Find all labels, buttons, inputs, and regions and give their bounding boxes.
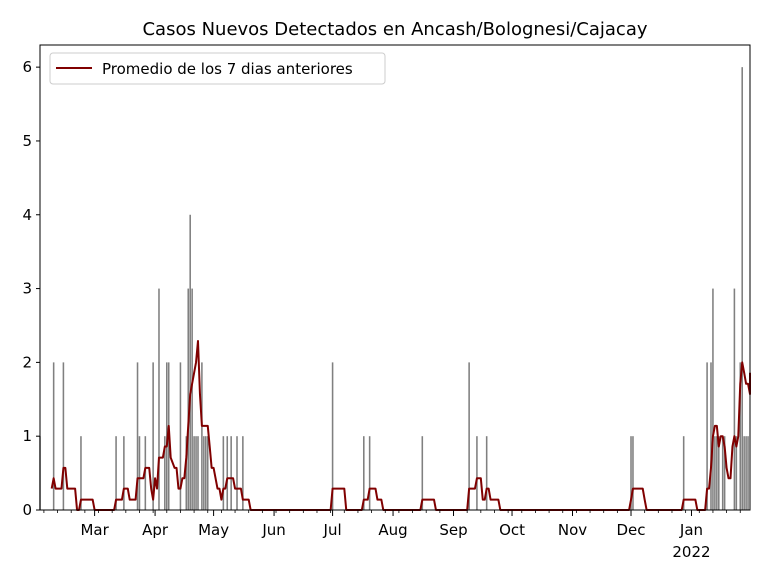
- bar: [203, 436, 205, 510]
- legend-box: [49, 52, 386, 85]
- y-tick-label: 4: [22, 206, 32, 224]
- x-tick-label: May: [198, 521, 229, 539]
- x-tick-label: Oct: [499, 521, 525, 539]
- y-tick-label: 2: [22, 353, 32, 371]
- legend-label: Promedio de los 7 dias anteriores: [102, 60, 353, 78]
- x-tick-label: Nov: [558, 521, 587, 539]
- bar: [185, 436, 188, 510]
- bar: [115, 436, 117, 510]
- bar: [164, 436, 166, 510]
- y-tick-label: 0: [22, 501, 32, 519]
- bar: [158, 288, 160, 510]
- bar: [205, 436, 207, 510]
- bar: [230, 436, 232, 510]
- bar: [226, 436, 229, 510]
- bar: [712, 288, 714, 510]
- x-tick-year-label: 2022: [672, 543, 710, 561]
- bar: [485, 436, 488, 510]
- bar: [706, 362, 708, 510]
- bar: [710, 362, 712, 510]
- bar: [632, 436, 634, 510]
- bar: [716, 436, 718, 510]
- bar: [193, 436, 195, 510]
- bar: [152, 362, 154, 510]
- bar: [733, 288, 736, 510]
- chart-title: Casos Nuevos Detectados en Ancash/Bologn…: [142, 19, 647, 40]
- bars-layer: [39, 67, 749, 511]
- x-tick-label: Dec: [617, 521, 646, 539]
- y-tick-label: 1: [22, 427, 32, 445]
- bar: [630, 436, 632, 510]
- bar: [195, 436, 197, 510]
- x-tick-label: Apr: [142, 521, 169, 539]
- bar: [331, 362, 334, 510]
- bar: [743, 436, 745, 510]
- bar: [123, 436, 125, 510]
- bar: [62, 362, 65, 510]
- bar: [206, 436, 209, 510]
- y-tick-label: 6: [22, 58, 32, 76]
- bar: [197, 436, 199, 510]
- bar: [723, 436, 726, 510]
- bar: [222, 436, 225, 510]
- legend: Promedio de los 7 dias anteriores: [49, 52, 386, 85]
- bar: [714, 436, 716, 510]
- x-tick-label: Sep: [439, 521, 467, 539]
- bar: [718, 436, 720, 510]
- bar: [138, 436, 141, 510]
- bar: [189, 214, 191, 510]
- bar: [187, 288, 190, 510]
- bar: [363, 436, 365, 510]
- axes-layer: 0 1 2 3 4 5 6 Mar Apr May Jun Jul Aug Sep Oct Nov Dec Jan…: [22, 44, 751, 561]
- bar: [368, 436, 371, 510]
- bar: [721, 436, 724, 510]
- x-tick-label: Mar: [80, 521, 109, 539]
- x-tick-label: Jun: [261, 521, 285, 539]
- bar: [52, 362, 55, 510]
- plot-frame: [39, 44, 751, 511]
- bar: [747, 436, 749, 510]
- bar: [80, 436, 82, 510]
- bar: [191, 288, 193, 510]
- x-tick-label: Jan: [679, 521, 703, 539]
- x-tick-label: Jul: [323, 521, 342, 539]
- bar: [735, 436, 738, 510]
- x-tick-label: Aug: [378, 521, 407, 539]
- bar: [739, 362, 742, 510]
- bar: [682, 436, 685, 510]
- y-tick-label: 5: [22, 132, 32, 150]
- bar: [468, 362, 470, 510]
- bar: [745, 436, 747, 510]
- bar: [741, 67, 743, 511]
- bar: [179, 362, 182, 510]
- bar: [476, 436, 478, 510]
- bar: [236, 436, 238, 510]
- bar: [242, 436, 244, 510]
- y-tick-label: 3: [22, 280, 32, 298]
- bar: [421, 436, 424, 510]
- bar: [201, 362, 203, 510]
- bar: [136, 362, 139, 510]
